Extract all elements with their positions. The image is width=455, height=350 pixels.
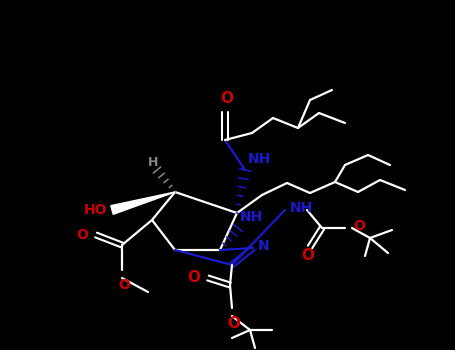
Text: N: N <box>258 239 270 253</box>
Text: NH: NH <box>290 201 313 215</box>
Text: H: H <box>148 155 158 168</box>
Text: NH: NH <box>248 152 271 166</box>
Text: O: O <box>302 247 314 262</box>
Text: O: O <box>221 91 233 106</box>
Polygon shape <box>111 192 175 214</box>
Text: O: O <box>187 271 200 286</box>
Text: O: O <box>353 219 365 233</box>
Text: O: O <box>118 278 130 292</box>
Text: O: O <box>76 228 88 242</box>
Text: HO: HO <box>84 203 107 217</box>
Text: NH: NH <box>240 210 263 224</box>
Text: O: O <box>228 316 241 331</box>
